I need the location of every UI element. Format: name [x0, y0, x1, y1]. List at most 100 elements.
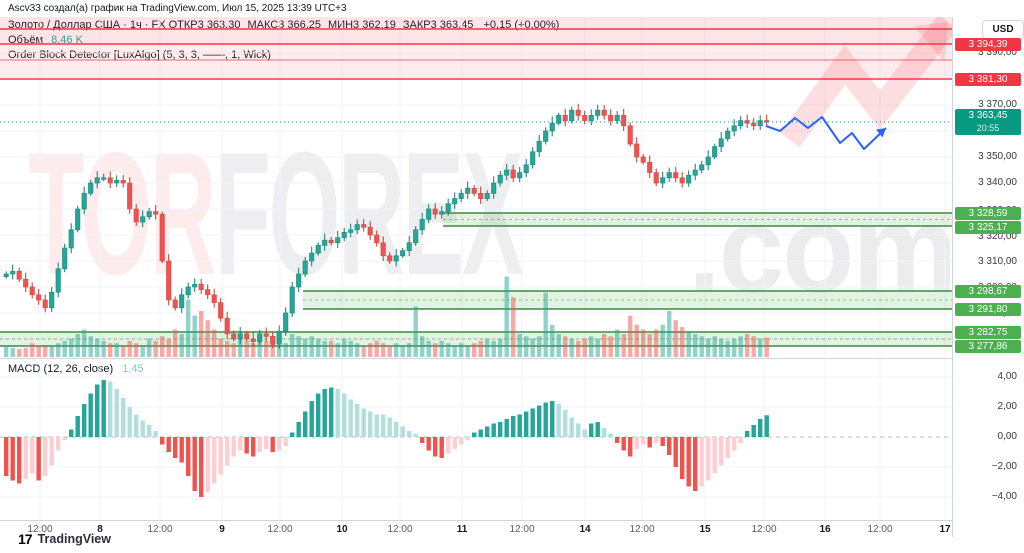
- macd-histogram-bar: [361, 408, 366, 437]
- macd-histogram-bar: [426, 437, 431, 451]
- macd-histogram-bar: [218, 437, 223, 475]
- macd-legend-row[interactable]: MACD (12, 26, close) 1,45: [8, 363, 144, 375]
- time-axis[interactable]: 12:00 8 12:00 9 12:00 10 12:00 11 12:00 14 12:00 15…: [0, 520, 952, 539]
- macd-histogram-bar: [394, 422, 399, 437]
- candlestick: [751, 122, 757, 127]
- volume-bar: [348, 340, 353, 357]
- indicator-legend-row[interactable]: Order Block Detector [LuxAlgo] (5, 3, 3,…: [8, 49, 271, 61]
- volume-bar: [407, 343, 412, 357]
- macd-histogram-bar: [205, 437, 210, 493]
- volume-bar: [680, 327, 685, 357]
- macd-histogram-bar: [244, 437, 249, 454]
- time-tick-day: 11: [456, 524, 468, 535]
- macd-histogram-bar: [199, 437, 204, 497]
- tradingview-logo[interactable]: 17 TradingView: [18, 531, 111, 547]
- macd-histogram-bar: [745, 431, 750, 437]
- candlestick: [705, 156, 711, 166]
- candlestick: [283, 312, 289, 332]
- volume-bar: [290, 334, 295, 357]
- macd-histogram-bar: [264, 437, 269, 449]
- macd-histogram-bar: [530, 408, 535, 437]
- broker-watermark: TORFOREX: [28, 116, 524, 316]
- volume-bar: [394, 343, 399, 357]
- volume-bar: [517, 334, 522, 357]
- price-axis-label: 3 370,00: [978, 99, 1017, 110]
- volume-bar: [173, 329, 178, 357]
- macd-histogram-bar: [10, 437, 15, 481]
- candlestick: [257, 333, 263, 342]
- supply-price-label: 3 394,39: [955, 37, 1021, 51]
- time-tick-hour: 12:00: [267, 524, 293, 535]
- candlestick: [627, 125, 633, 145]
- projection-arrowhead[interactable]: [876, 128, 886, 138]
- symbol-legend-row[interactable]: Золото / Доллар США · 1ч · FX ОТКР3 363,…: [8, 19, 559, 31]
- candlestick: [601, 109, 607, 116]
- volume-bar: [49, 345, 54, 357]
- macd-histogram-bar: [608, 434, 613, 437]
- candlestick: [16, 271, 22, 280]
- macd-histogram-bar: [654, 437, 659, 443]
- volume-value: 8,46 K: [51, 34, 83, 46]
- macd-histogram-bar: [348, 399, 353, 437]
- volume-bar: [452, 345, 457, 357]
- macd-histogram-bar: [296, 422, 301, 437]
- macd-title[interactable]: MACD (12, 26, close): [8, 363, 114, 375]
- volume-legend-row[interactable]: Объём 8,46 K: [8, 34, 83, 46]
- candlestick: [614, 115, 620, 121]
- macd-histogram-bar: [751, 425, 756, 437]
- volume-bar: [153, 340, 158, 357]
- watermark-arrowhead-icon: [914, 22, 948, 62]
- candlestick: [634, 143, 640, 158]
- price-axis[interactable]: USD 3 390,003 370,003 350,003 340,003 33…: [952, 17, 1024, 537]
- candlestick: [582, 115, 588, 121]
- symbol-title[interactable]: Золото / Доллар США · 1ч · FX: [8, 19, 166, 31]
- volume-bar: [530, 338, 535, 357]
- macd-histogram-bar: [595, 422, 600, 437]
- macd-histogram-bar: [277, 437, 282, 451]
- chart-created-note: Ascv33 создал(а) график на TradingView.c…: [8, 3, 347, 14]
- candlestick: [757, 120, 763, 127]
- watermark-text-red: TOR: [28, 117, 217, 312]
- volume-bar: [582, 338, 587, 357]
- volume-bar: [218, 338, 223, 357]
- time-tick-hour: 12:00: [509, 524, 535, 535]
- macd-histogram-bar: [615, 437, 620, 443]
- volume-bar: [134, 343, 139, 357]
- projection-arrow-drawing[interactable]: [765, 116, 887, 150]
- macd-histogram-bar: [335, 389, 340, 437]
- indicator-title[interactable]: Order Block Detector [LuxAlgo] (5, 3, 3,…: [8, 49, 271, 61]
- macd-histogram-bar: [134, 414, 139, 437]
- macd-histogram-bar: [517, 414, 522, 437]
- macd-axis-label: 2,00: [997, 401, 1017, 412]
- candlestick: [569, 109, 575, 121]
- macd-histogram-bar: [504, 419, 509, 437]
- volume-bar: [556, 334, 561, 357]
- macd-histogram-bar: [706, 437, 711, 481]
- candlestick: [653, 172, 659, 184]
- volume-bar: [368, 343, 373, 357]
- candlestick: [712, 146, 718, 158]
- macd-histogram-bar: [23, 437, 28, 479]
- macd-histogram-bar: [49, 437, 54, 466]
- macd-histogram-bar: [374, 414, 379, 437]
- volume-bar: [43, 346, 48, 357]
- macd-histogram-bar: [127, 407, 132, 437]
- volume-bar: [446, 343, 451, 357]
- watermark-text-gray: FOREX: [214, 117, 524, 312]
- macd-histogram-bar: [212, 437, 217, 484]
- volume-bar: [121, 345, 126, 357]
- macd-histogram-bar: [647, 437, 652, 448]
- macd-histogram-bar: [400, 426, 405, 437]
- currency-toggle-button[interactable]: USD: [982, 20, 1024, 39]
- ohlc-field-label: МАКС: [247, 19, 279, 31]
- volume-bar: [465, 345, 470, 357]
- candlestick: [224, 317, 230, 335]
- ohlc-field-value: 3 366,25: [278, 19, 322, 31]
- volume-bar: [322, 340, 327, 357]
- volume-bar: [264, 340, 269, 357]
- macd-histogram-bar: [114, 389, 119, 437]
- pane-divider[interactable]: [0, 358, 952, 359]
- volume-bar: [634, 324, 639, 357]
- volume-bar: [316, 338, 321, 357]
- volume-bar: [23, 347, 28, 357]
